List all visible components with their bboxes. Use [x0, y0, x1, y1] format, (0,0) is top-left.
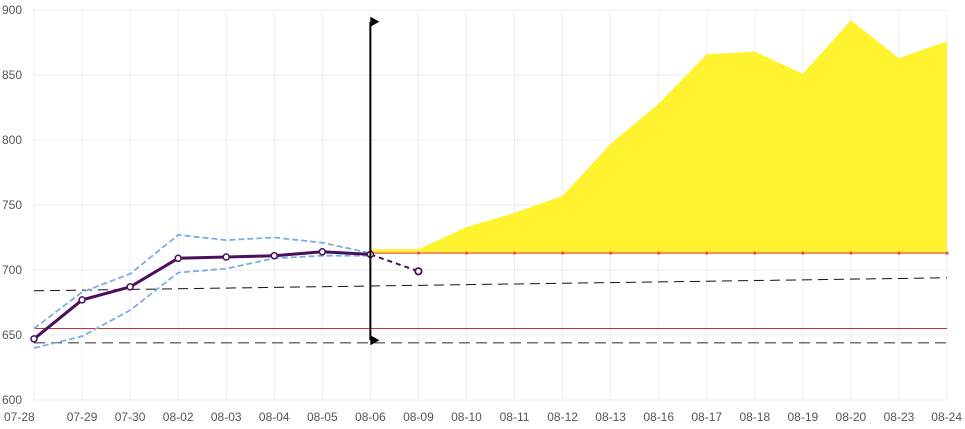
- x-tick-label: 08-10: [451, 410, 482, 424]
- y-axis: 600 650 700 750 800 850 900: [2, 3, 22, 407]
- price-point: [126, 283, 134, 291]
- level-point: [705, 251, 709, 255]
- x-tick-label: 07-28: [4, 410, 35, 424]
- price-point: [318, 248, 327, 256]
- y-tick-label: 750: [2, 198, 22, 212]
- y-tick-label: 800: [2, 133, 22, 147]
- level-point: [801, 251, 805, 255]
- y-tick-label: 700: [2, 263, 22, 277]
- level-point: [560, 251, 565, 255]
- level-point: [512, 251, 517, 255]
- band-lower-line: [33, 254, 371, 349]
- price-point: [222, 253, 230, 261]
- y-tick-label: 850: [2, 68, 22, 82]
- level-point: [897, 251, 901, 255]
- band-lines: [33, 233, 371, 349]
- y-tick-label: 900: [2, 3, 22, 17]
- x-tick-label: 08-13: [595, 410, 626, 424]
- vertical-marker: [369, 16, 380, 346]
- x-tick-label: 08-17: [691, 410, 722, 424]
- x-tick-label: 08-04: [259, 410, 290, 424]
- level-point: [849, 251, 853, 255]
- vertical-marker-top-arrow: [370, 16, 380, 27]
- price-point: [270, 251, 279, 260]
- price-projection-line: [370, 253, 419, 273]
- forecast-area-layer: [368, 20, 949, 255]
- x-tick-label: 08-24: [931, 410, 962, 424]
- x-tick-label: 07-30: [115, 410, 146, 424]
- x-tick-label: 08-19: [787, 410, 818, 424]
- x-tick-label: 08-02: [163, 410, 194, 424]
- x-tick-label: 07-29: [67, 410, 98, 424]
- vertical-marker-bottom-arrow: [370, 335, 380, 346]
- x-axis: 07-28 07-29 07-30 08-02 08-03 08-04 08-05 08-06…: [4, 410, 962, 424]
- level-point: [416, 251, 421, 255]
- price-point: [78, 296, 86, 304]
- x-tick-label: 08-12: [547, 410, 578, 424]
- x-tick-label: 08-11: [500, 410, 530, 424]
- level-point: [753, 251, 757, 255]
- price-lines: [30, 248, 423, 343]
- price-point: [174, 254, 182, 263]
- band-upper-line: [33, 233, 371, 330]
- y-tick-label: 650: [2, 328, 22, 342]
- price-projection-point: [414, 267, 423, 276]
- level-point: [945, 251, 949, 255]
- x-tick-label: 08-06: [355, 410, 386, 424]
- level-point: [464, 251, 469, 255]
- price-line: [33, 250, 371, 341]
- x-tick-label: 08-23: [884, 410, 915, 424]
- x-tick-label: 08-09: [403, 410, 434, 424]
- trend-line: [33, 277, 948, 292]
- price-point: [30, 335, 38, 343]
- level-point: [657, 251, 661, 255]
- x-tick-label: 08-20: [836, 410, 867, 424]
- reference-lines: [33, 277, 948, 344]
- y-tick-label: 600: [2, 393, 22, 407]
- x-tick-label: 08-18: [739, 410, 770, 424]
- forecast-area: [370, 20, 947, 254]
- level-point: [609, 251, 613, 255]
- x-tick-label: 08-03: [211, 410, 242, 424]
- x-tick-label: 08-05: [307, 410, 338, 424]
- x-tick-label: 08-16: [643, 410, 674, 424]
